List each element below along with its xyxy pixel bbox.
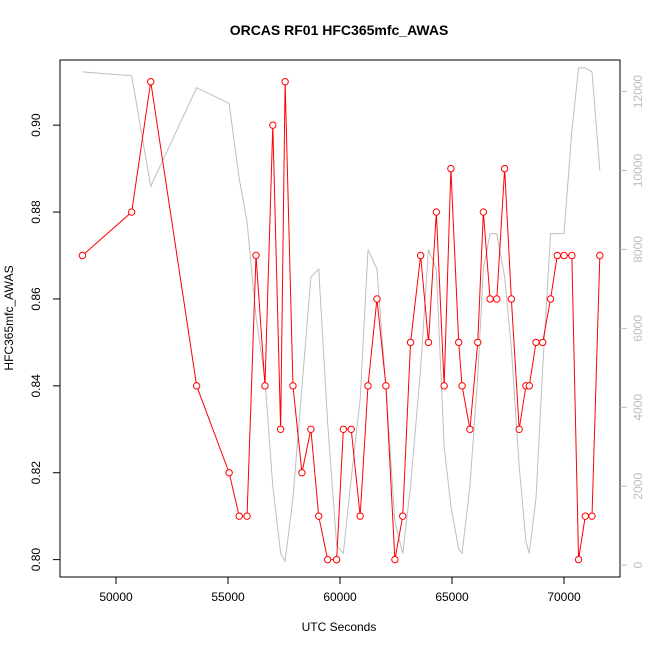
data-point	[568, 251, 576, 260]
x-tick-label: 55000	[211, 590, 245, 604]
data-point	[539, 338, 547, 347]
y-tick-label: 0.84	[29, 374, 43, 398]
data-point	[78, 251, 87, 260]
y2-tick-label: 6000	[631, 315, 645, 342]
data-point	[581, 512, 589, 520]
x-axis: 50000 55000 60000 65000 70000	[99, 577, 581, 604]
data-point	[424, 338, 433, 347]
data-point	[315, 512, 323, 520]
y2-tick-label: 0	[631, 562, 645, 569]
data-point	[298, 469, 306, 477]
primary-series-line	[82, 81, 601, 561]
data-point	[281, 78, 289, 86]
x-axis-label: UTC Seconds	[302, 620, 377, 634]
data-point	[493, 295, 501, 303]
data-point	[455, 338, 463, 347]
x-tick-label: 65000	[435, 590, 469, 604]
data-point	[243, 512, 251, 520]
data-point	[261, 382, 269, 390]
data-point	[332, 555, 341, 564]
data-point	[252, 251, 260, 260]
data-point	[479, 208, 488, 216]
y-axis-label: HFC365mfc_AWAS	[2, 265, 16, 370]
data-point	[235, 512, 243, 520]
data-point	[553, 251, 561, 260]
data-point	[474, 338, 482, 347]
data-point	[486, 295, 494, 303]
data-point	[532, 338, 540, 347]
data-point	[574, 555, 583, 564]
data-point	[596, 251, 604, 260]
data-point	[546, 295, 555, 303]
data-point	[147, 78, 155, 86]
secondary-series-line	[82, 67, 601, 563]
data-point	[447, 164, 455, 173]
data-point	[269, 121, 277, 129]
y2-tick-label: 4000	[631, 394, 645, 421]
data-point	[525, 382, 533, 390]
data-point	[276, 425, 285, 433]
y-tick-label: 0.86	[29, 287, 43, 311]
data-point	[458, 382, 466, 390]
data-point	[515, 425, 523, 433]
y2-tick-label: 8000	[631, 236, 645, 263]
data-point	[323, 555, 332, 564]
secondary-series	[82, 67, 601, 563]
data-point	[289, 382, 297, 390]
chart-title: ORCAS RF01 HFC365mfc_AWAS	[230, 22, 449, 38]
y2-tick-label: 2000	[631, 473, 645, 500]
y-axis-right: 0 2000 4000 6000 8000 10000 12000	[620, 75, 645, 569]
data-point	[440, 382, 448, 390]
data-point	[500, 164, 509, 173]
data-point	[560, 251, 568, 260]
y2-tick-label: 10000	[631, 153, 645, 187]
data-point	[432, 208, 441, 216]
data-point	[466, 425, 474, 433]
y-tick-label: 0.88	[29, 200, 43, 224]
x-tick-label: 50000	[99, 590, 133, 604]
data-point	[416, 251, 425, 260]
y-tick-label: 0.90	[29, 113, 43, 137]
data-point	[339, 425, 348, 433]
data-point	[373, 295, 381, 303]
x-tick-label: 60000	[323, 590, 357, 604]
y-axis-left: 0.80 0.82 0.84 0.86 0.88 0.90	[29, 113, 60, 571]
data-point	[225, 469, 233, 477]
y-tick-label: 0.80	[29, 548, 43, 572]
data-point	[192, 382, 201, 390]
data-point	[364, 382, 372, 390]
data-point	[588, 512, 596, 520]
data-point	[406, 338, 415, 347]
data-point	[356, 512, 364, 520]
data-point	[127, 208, 136, 216]
data-point	[507, 295, 516, 303]
data-point	[399, 512, 407, 520]
x-tick-label: 70000	[547, 590, 581, 604]
data-point	[347, 425, 355, 433]
primary-series	[78, 78, 604, 564]
data-point	[382, 382, 390, 390]
y2-tick-label: 12000	[631, 75, 645, 109]
data-point	[391, 555, 399, 564]
y-tick-label: 0.82	[29, 461, 43, 485]
data-point	[307, 425, 315, 433]
